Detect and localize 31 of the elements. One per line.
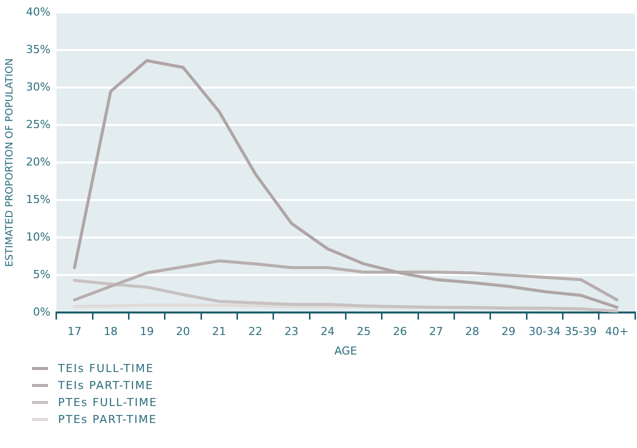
x-tick-label: 18 <box>104 325 118 338</box>
x-tick-label: 30-34 <box>528 325 561 338</box>
x-tick-label: 40+ <box>605 325 629 338</box>
x-tick-label: 19 <box>140 325 154 338</box>
x-tick-label: 28 <box>465 325 480 338</box>
x-axis-title: AGE <box>334 344 358 358</box>
x-tick-label: 29 <box>501 325 516 338</box>
y-tick-label: 40% <box>26 5 50 18</box>
x-tick-label: 35-39 <box>564 325 597 338</box>
x-tick-label: 20 <box>176 325 190 338</box>
y-tick-label: 35% <box>26 42 50 56</box>
legend-label: PTEs PART-TIME <box>58 413 157 426</box>
y-tick-label: 25% <box>26 118 50 131</box>
x-tick-label: 27 <box>429 325 444 338</box>
y-tick-label: 30% <box>26 80 50 94</box>
legend-label: PTEs FULL-TIME <box>58 396 158 409</box>
x-tick-label: 24 <box>320 325 335 338</box>
y-tick-label: 0% <box>32 305 50 318</box>
x-tick-label: 23 <box>284 325 298 338</box>
y-tick-label: 20% <box>26 155 50 168</box>
x-tick-label: 17 <box>68 325 82 338</box>
x-tick-label: 26 <box>392 325 407 338</box>
x-tick-label: 21 <box>212 325 226 338</box>
y-tick-label: 5% <box>32 268 50 281</box>
y-tick-label: 10% <box>26 230 50 244</box>
x-tick-label: 22 <box>248 325 262 338</box>
y-tick-label: 15% <box>26 192 50 206</box>
legend-label: TEIs PART-TIME <box>58 379 154 392</box>
y-axis-title: ESTIMATED PROPORTION OF POPULATION <box>4 58 16 267</box>
legend-label: TEIs FULL-TIME <box>58 362 154 375</box>
x-tick-label: 25 <box>356 325 371 338</box>
